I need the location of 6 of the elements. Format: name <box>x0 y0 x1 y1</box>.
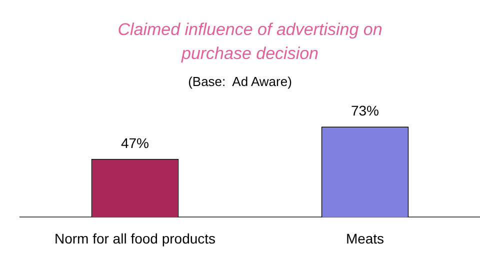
data-label: 47% <box>120 134 150 151</box>
x-tick-label: Meats <box>346 230 384 246</box>
chart-subtitle: (Base: Ad Aware) <box>187 74 293 89</box>
chart-title: Claimed influence of advertising on purchase decision <box>116 19 384 65</box>
data-label: 73% <box>350 102 380 119</box>
x-tick-label: Norm for all food products <box>54 230 216 246</box>
